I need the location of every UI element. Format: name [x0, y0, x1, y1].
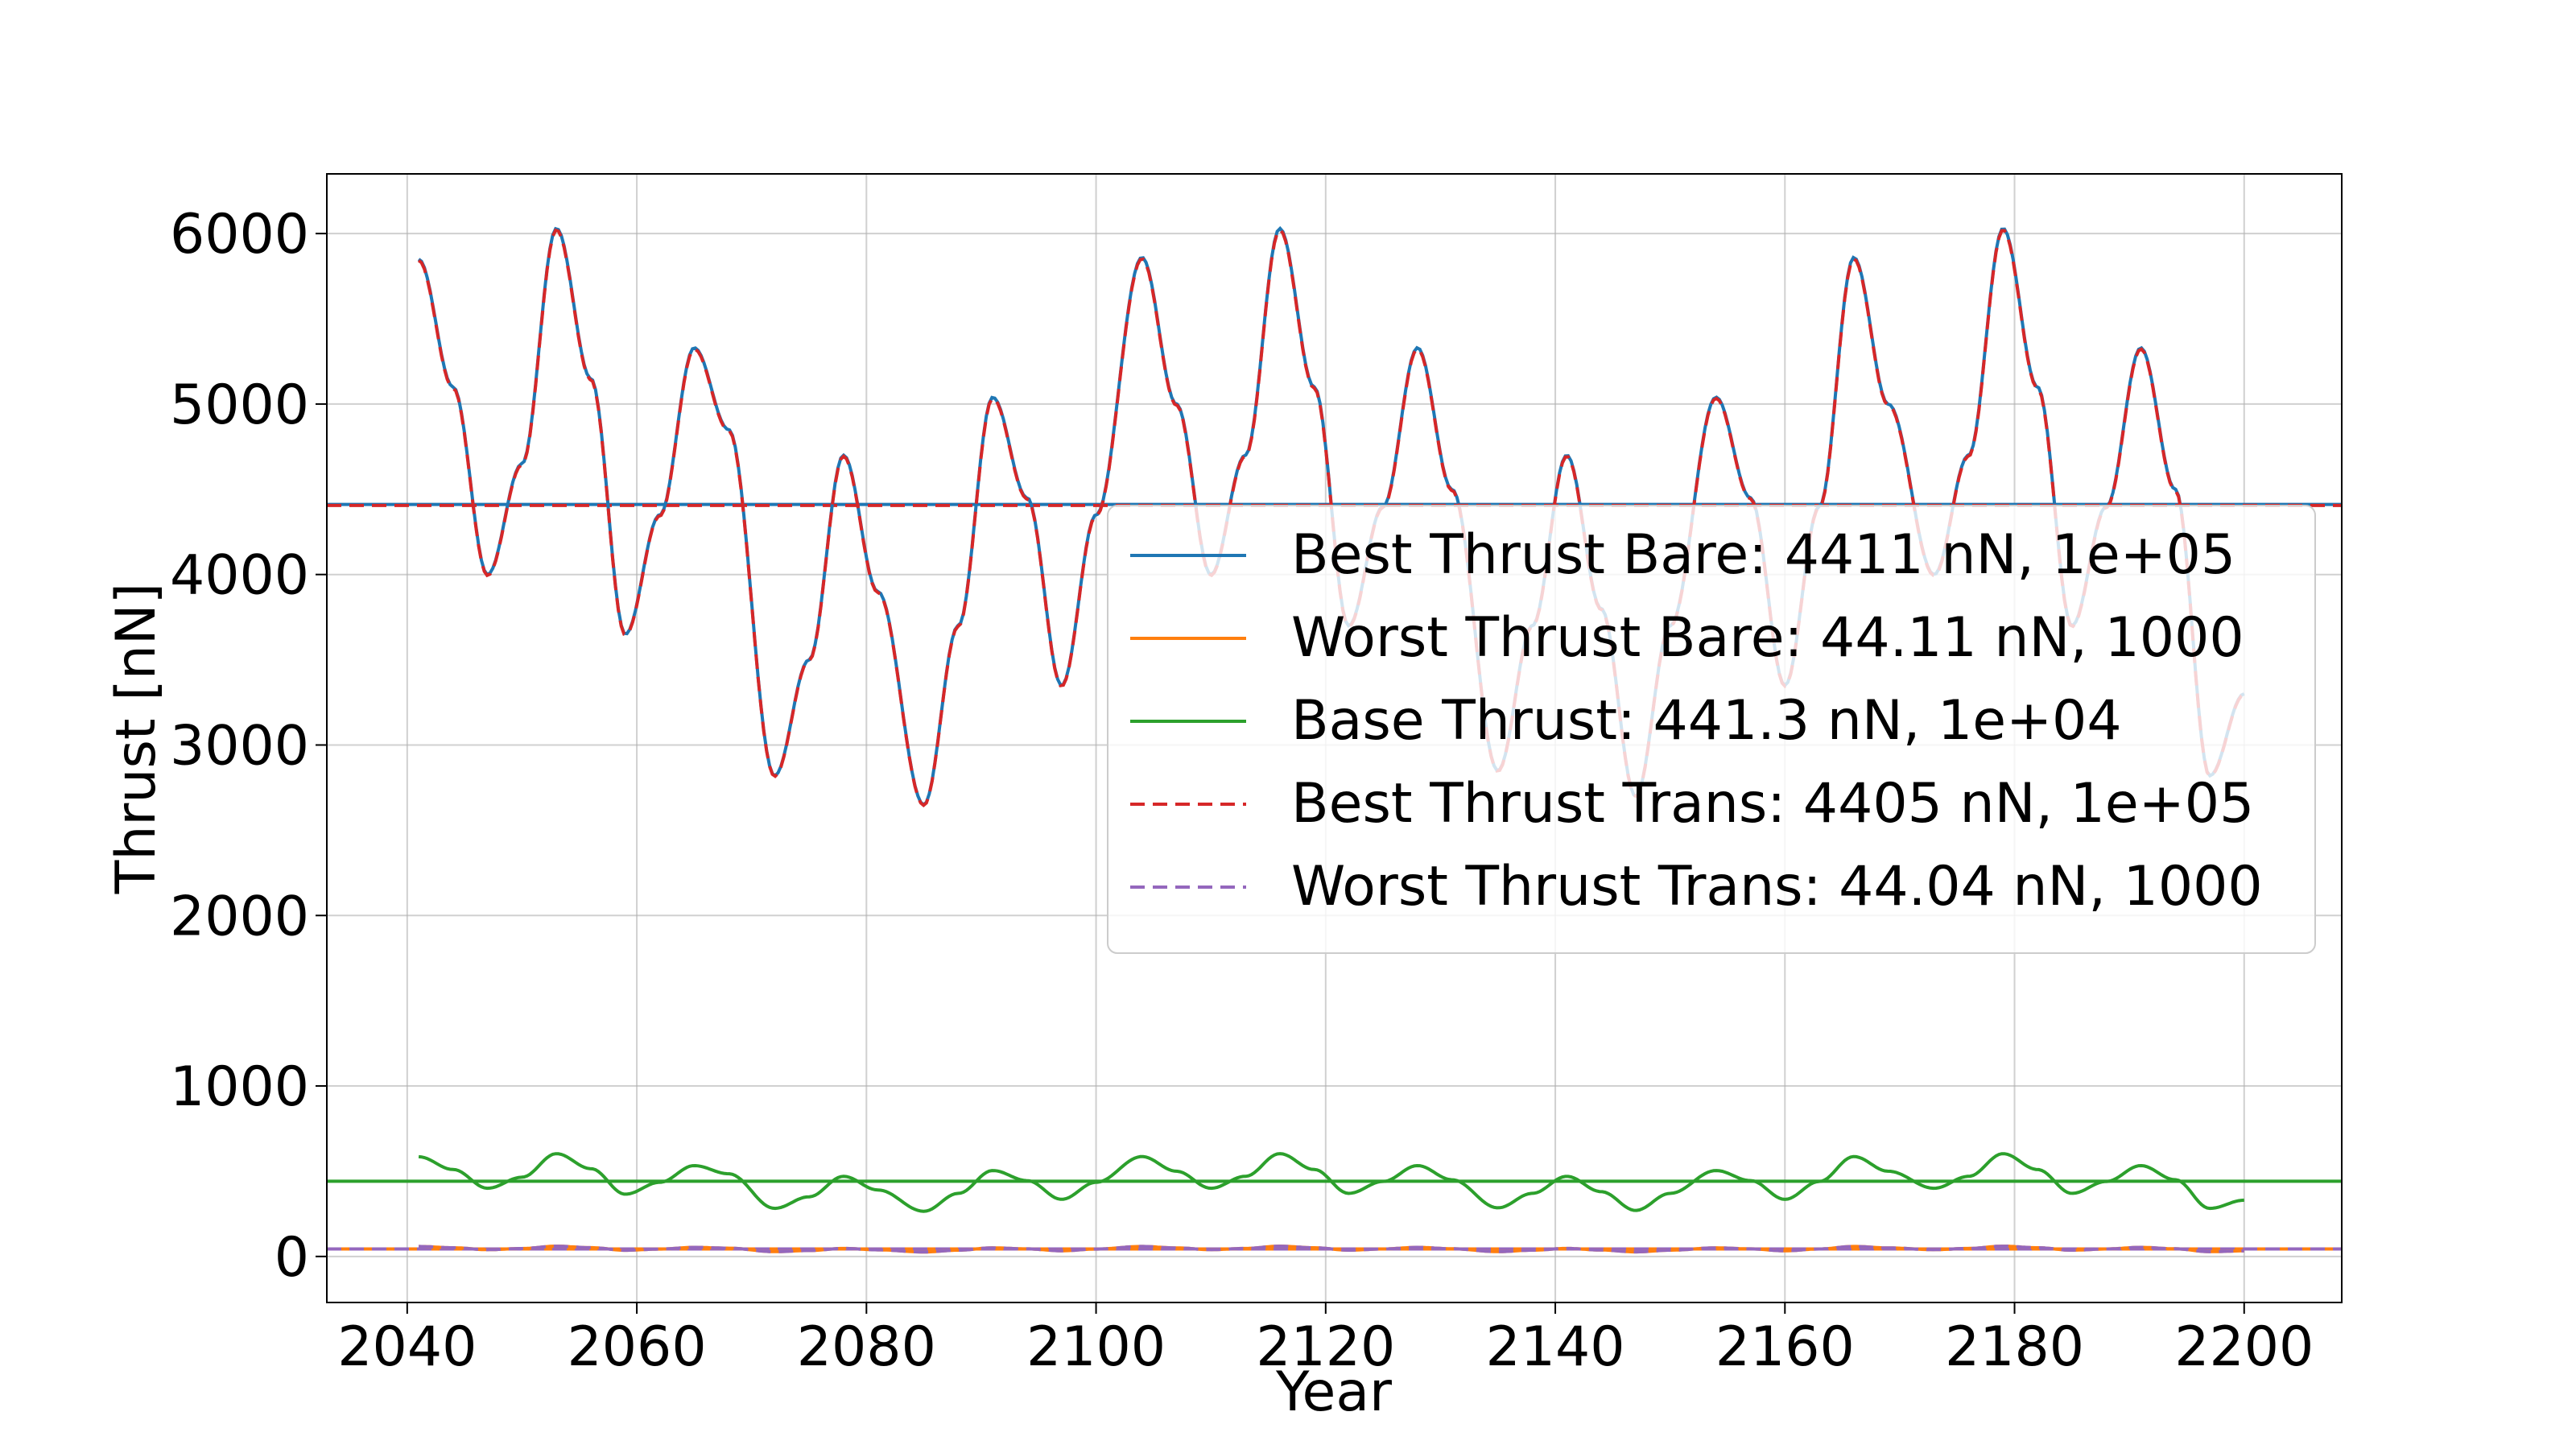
- x-tick-label: 2160: [1715, 1315, 1855, 1379]
- legend-label: Best Thrust Trans: 4405 nN, 1e+05: [1291, 772, 2254, 836]
- x-axis: 2040 2060 2080 2100 2120 2140 2160 2180 2200: [337, 1302, 2314, 1379]
- x-axis-label: Year: [1275, 1360, 1392, 1424]
- legend-box: [1107, 505, 2316, 954]
- y-tick-label: 6000: [170, 203, 309, 266]
- x-tick-label: 2200: [2174, 1315, 2314, 1379]
- x-tick-label: 2040: [337, 1315, 477, 1379]
- series-line-4: [419, 1245, 2244, 1254]
- y-tick-label: 5000: [170, 374, 309, 437]
- x-tick-label: 2120: [1256, 1315, 1395, 1379]
- y-tick-label: 2000: [170, 885, 309, 948]
- y-tick-label: 4000: [170, 544, 309, 608]
- y-tick-label: 3000: [170, 714, 309, 778]
- legend-label: Worst Thrust Trans: 44.04 nN, 1000: [1291, 855, 2263, 919]
- y-axis: 0 1000 2000 3000 4000 5000 6000: [170, 203, 327, 1290]
- y-tick-label: 0: [275, 1226, 309, 1290]
- y-tick-label: 1000: [170, 1055, 309, 1119]
- legend: Best Thrust Bare: 4411 nN, 1e+05 Worst Th…: [1107, 505, 2316, 954]
- x-tick-label: 2080: [797, 1315, 936, 1379]
- legend-label: Base Thrust: 441.3 nN, 1e+04: [1291, 689, 2122, 753]
- x-tick-label: 2060: [568, 1315, 707, 1379]
- x-tick-label: 2180: [1945, 1315, 2084, 1379]
- x-tick-label: 2140: [1486, 1315, 1625, 1379]
- y-axis-label: Thrust [nN]: [105, 583, 168, 894]
- plot-frame: [326, 173, 2343, 1303]
- legend-label: Best Thrust Bare: 4411 nN, 1e+05: [1291, 523, 2235, 587]
- x-tick-label: 2100: [1026, 1315, 1166, 1379]
- series-line-2: [418, 1152, 2244, 1213]
- legend-label: Worst Thrust Bare: 44.11 nN, 1000: [1291, 606, 2244, 670]
